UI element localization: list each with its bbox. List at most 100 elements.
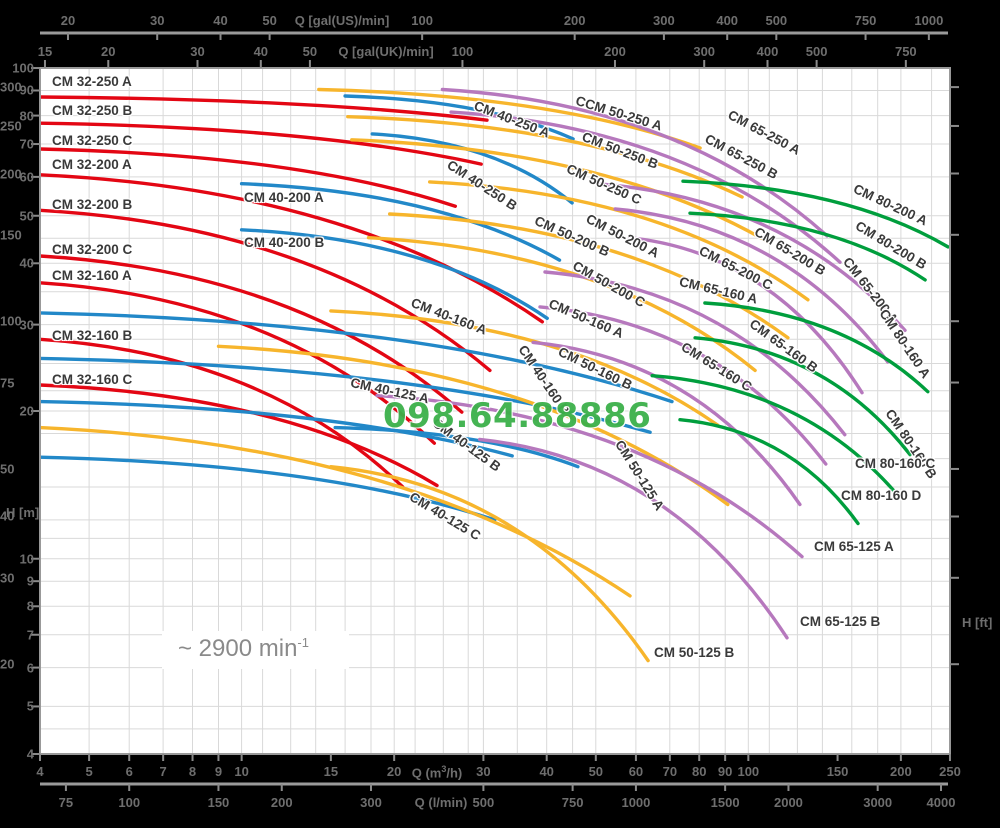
tick-h-m: 100 (12, 60, 34, 76)
axis-title-gal-uk: Q [gal(UK)/min] (338, 44, 434, 59)
curve-label: CM 32-160 A (52, 268, 132, 283)
tick-h-m: 8 (26, 598, 34, 614)
tick-gal-uk: 50 (302, 44, 318, 59)
axis-title-h-ft: H [ft] (962, 615, 993, 630)
tick-m3h: 15 (323, 764, 339, 779)
tick-m3h: 150 (826, 764, 849, 779)
tick-h-m: 10 (19, 551, 34, 567)
tick-m3h: 30 (476, 764, 491, 779)
curve-label: CM 32-200 B (52, 197, 133, 212)
tick-m3h: 7 (159, 764, 167, 779)
tick-h-ft: 20 (0, 656, 15, 672)
axis-title-gal-us: Q [gal(US)/min] (294, 13, 390, 28)
curve-label: CM 32-160 C (52, 372, 133, 387)
tick-h-ft: 30 (0, 570, 15, 586)
tick-h-ft: 300 (0, 79, 22, 95)
tick-h-ft: 250 (0, 118, 22, 134)
tick-h-m: 9 (26, 573, 34, 589)
tick-h-ft: 150 (0, 227, 22, 243)
tick-m3h: 5 (85, 764, 93, 779)
curve-label: CM 32-250 C (52, 133, 133, 148)
curve-label: CM 40-200 A (244, 190, 324, 205)
tick-h-ft: 50 (0, 461, 15, 477)
tick-gal-us: 30 (149, 13, 165, 28)
tick-h-m: 20 (19, 403, 34, 419)
tick-m3h: 100 (737, 764, 760, 779)
tick-h-m: 80 (19, 108, 34, 124)
tick-m3h: 8 (188, 764, 197, 779)
tick-gal-us: 750 (854, 13, 877, 28)
tick-h-m: 30 (19, 317, 34, 333)
curve-label: CM 32-200 A (52, 157, 132, 172)
tick-m3h: 70 (662, 764, 678, 779)
tick-h-m: 60 (19, 169, 34, 185)
tick-gal-uk: 300 (693, 44, 716, 59)
tick-m3h: 60 (628, 764, 644, 779)
tick-gal-us: 400 (716, 13, 739, 28)
curve-label: CM 80-160 D (841, 488, 922, 503)
tick-h-m: 5 (26, 698, 34, 714)
tick-h-m: 7 (26, 627, 34, 643)
tick-h-m: 4 (26, 746, 34, 762)
tick-lmin: 1000 (621, 795, 651, 810)
tick-m3h: 4 (36, 764, 44, 779)
tick-lmin: 300 (360, 795, 382, 810)
tick-h-ft: 100 (0, 313, 22, 329)
tick-h-m: 90 (19, 82, 34, 98)
axis-title-m3h: Q (m3/h) (411, 764, 463, 781)
curve-label: CM 32-160 B (52, 328, 133, 343)
tick-gal-uk: 750 (894, 44, 917, 59)
axis-title-h-m: H [m] (6, 505, 40, 520)
tick-lmin: 3000 (863, 795, 893, 810)
tick-lmin: 750 (561, 795, 584, 810)
tick-lmin: 500 (472, 795, 495, 810)
tick-h-ft: 75 (0, 375, 15, 391)
tick-gal-us: 40 (213, 13, 228, 28)
pump-curves (40, 87, 950, 663)
curve-label: CM 80-160 C (855, 456, 936, 471)
curve-label: CM 32-250 B (52, 103, 133, 118)
tick-lmin: 100 (118, 795, 141, 810)
tick-gal-uk: 500 (805, 44, 828, 59)
tick-m3h: 10 (234, 764, 249, 779)
tick-h-ft: 200 (0, 166, 22, 181)
tick-m3h: 6 (125, 764, 133, 779)
curve-label: CM 65-125 A (814, 539, 894, 554)
tick-h-m: 40 (19, 255, 34, 271)
tick-h-m: 50 (19, 208, 34, 224)
tick-m3h: 80 (691, 764, 707, 779)
tick-lmin: 150 (207, 795, 230, 810)
tick-m3h: 200 (890, 764, 912, 779)
speed-annotation: ~ 2900 min-1 (162, 631, 349, 669)
tick-gal-uk: 20 (101, 44, 116, 59)
tick-m3h: 9 (214, 764, 223, 779)
tick-gal-uk: 15 (37, 44, 53, 59)
tick-m3h: 250 (939, 764, 961, 779)
tick-lmin: 4000 (926, 795, 956, 810)
curve-label: CM 32-250 A (52, 74, 132, 89)
axis-title-lmin: Q (l/min) (414, 795, 468, 810)
watermark-text: 098.64.88886 (383, 396, 652, 436)
tick-h-ft: 40 (0, 508, 15, 524)
curve-label: CM 65-125 B (800, 614, 881, 629)
tick-h-m: 6 (26, 660, 34, 676)
tick-gal-uk: 400 (756, 44, 779, 59)
tick-gal-us: 50 (262, 13, 277, 28)
tick-lmin: 1500 (710, 795, 740, 810)
tick-h-m: 70 (19, 136, 34, 152)
tick-gal-uk: 100 (451, 44, 474, 59)
tick-m3h: 90 (717, 764, 733, 779)
tick-gal-us: 200 (563, 13, 586, 28)
tick-gal-uk: 30 (190, 44, 205, 59)
tick-gal-uk: 40 (253, 44, 269, 59)
curve-label: CM 32-200 C (52, 242, 133, 257)
tick-gal-us: 300 (653, 13, 675, 28)
tick-m3h: 20 (386, 764, 402, 779)
tick-gal-us: 1000 (914, 13, 944, 28)
tick-m3h: 50 (588, 764, 604, 779)
curve-label: CM 50-125 B (654, 645, 735, 660)
tick-gal-us: 100 (411, 13, 433, 28)
tick-lmin: 75 (58, 795, 74, 810)
tick-lmin: 200 (270, 795, 293, 810)
